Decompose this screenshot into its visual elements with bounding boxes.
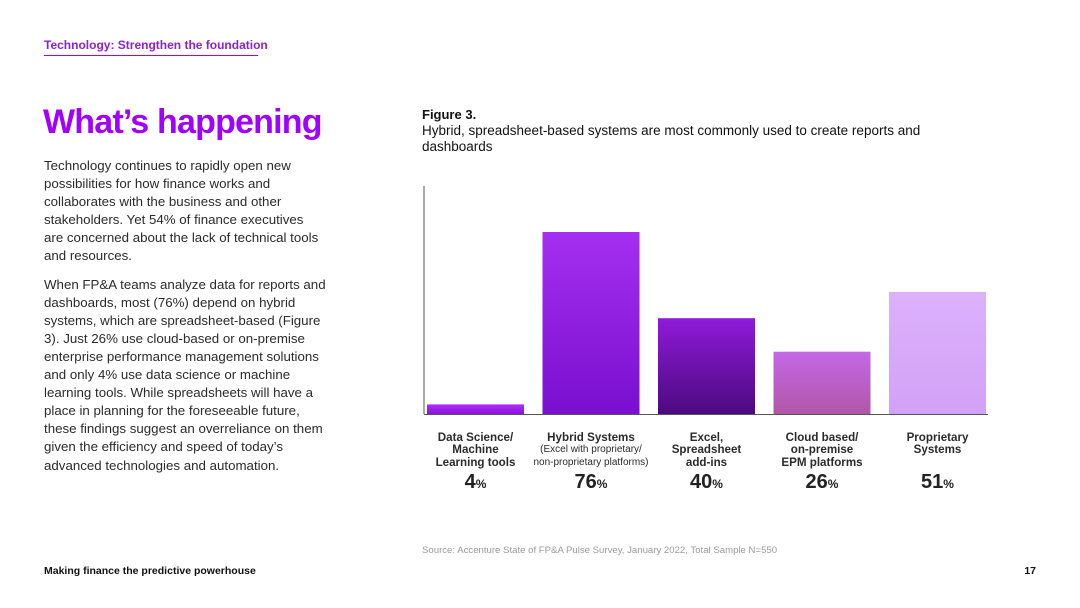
category-label-main: Proprietary Systems: [906, 431, 969, 457]
page-number: 17: [1024, 565, 1036, 577]
figure-label: Figure 3.: [422, 107, 477, 122]
category-label-2: Hybrid Systems (Excel with proprietary/ n…: [529, 431, 653, 469]
value-unit: %: [827, 477, 839, 491]
category-label-main: Cloud based/ on-premise EPM platforms: [781, 431, 863, 469]
value-number: 26: [805, 471, 828, 493]
category-label-1: Data Science/ Machine Learning tools: [414, 431, 538, 469]
category-label-4: Cloud based/ on-premise EPM platforms: [760, 431, 884, 469]
value-label-2: 76%: [529, 471, 653, 494]
section-tag: Technology: Strengthen the foundation: [44, 38, 268, 56]
category-label-main: Data Science/ Machine Learning tools: [435, 431, 516, 469]
body-paragraph-2: When FP&A teams analyze data for reports…: [44, 276, 326, 473]
body-copy: Technology continues to rapidly open new…: [44, 157, 326, 485]
category-label-3: Excel, Spreadsheet add-ins: [645, 431, 769, 469]
body-paragraph-1: Technology continues to rapidly open new…: [44, 158, 319, 264]
category-label-main: Hybrid Systems: [547, 431, 635, 444]
value-number: 40: [690, 471, 713, 493]
value-unit: %: [943, 477, 954, 491]
bar-4: [773, 351, 871, 414]
page-headline: What’s happening: [43, 103, 323, 141]
chart-source-note: Source: Accenture State of FP&A Pulse Su…: [422, 545, 778, 556]
value-number: 51: [921, 471, 944, 493]
value-number: 76: [574, 471, 597, 493]
bar-5: [889, 291, 986, 414]
value-label-3: 40%: [645, 471, 769, 494]
value-unit: %: [475, 477, 487, 491]
category-label-main: Excel, Spreadsheet add-ins: [671, 431, 742, 469]
value-unit: %: [712, 477, 723, 491]
category-label-5: Proprietary Systems: [876, 431, 1000, 457]
value-number: 4: [464, 471, 476, 493]
bar-2: [542, 232, 640, 414]
bar-1: [427, 404, 524, 414]
figure-caption: Hybrid, spreadsheet-based systems are mo…: [422, 123, 921, 154]
bar-3: [658, 318, 755, 414]
value-label-1: 4%: [414, 471, 538, 494]
category-label-sub: (Excel with proprietary/ non-proprietary…: [533, 444, 649, 468]
value-unit: %: [596, 477, 608, 491]
footer-title: Making finance the predictive powerhouse: [44, 565, 256, 577]
value-label-5: 51%: [876, 471, 1000, 494]
value-label-4: 26%: [760, 471, 884, 494]
